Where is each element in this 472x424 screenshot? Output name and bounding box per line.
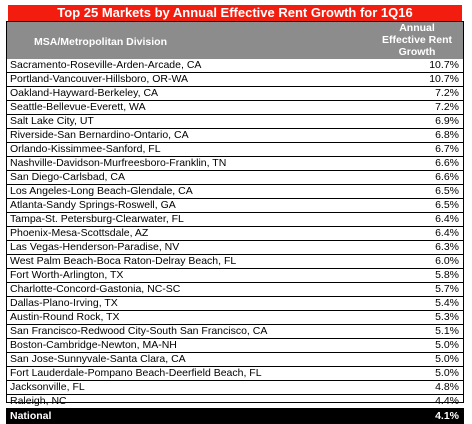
rent-growth-value: 6.3% xyxy=(435,241,459,253)
rent-growth-value: 5.0% xyxy=(435,367,459,379)
column-header-growth-line2: Effective Rent xyxy=(381,34,453,46)
table-row: San Francisco-Redwood City-South San Fra… xyxy=(6,325,464,339)
market-name: San Jose-Sunnyvale-Santa Clara, CA xyxy=(10,353,186,365)
market-name: Riverside-San Bernardino-Ontario, CA xyxy=(10,129,189,141)
market-name: Phoenix-Mesa-Scottsdale, AZ xyxy=(10,227,149,239)
rent-growth-value: 10.7% xyxy=(429,59,459,71)
market-name: Boston-Cambridge-Newton, MA-NH xyxy=(10,339,177,351)
rent-growth-value: 10.7% xyxy=(429,73,459,85)
market-name: Nashville-Davidson-Murfreesboro-Franklin… xyxy=(10,157,227,169)
market-name: Raleigh, NC xyxy=(10,395,67,407)
table-row: Salt Lake City, UT 6.9% xyxy=(6,115,464,129)
table-row: Sacramento-Roseville-Arden-Arcade, CA 10.… xyxy=(6,59,464,73)
market-name: Fort Lauderdale-Pompano Beach-Deerfield … xyxy=(10,367,262,379)
table-title: Top 25 Markets by Annual Effective Rent … xyxy=(8,5,462,21)
table-row: Atlanta-Sandy Springs-Roswell, GA 6.5% xyxy=(6,199,464,213)
table-row: Orlando-Kissimmee-Sanford, FL 6.7% xyxy=(6,143,464,157)
table-row: Nashville-Davidson-Murfreesboro-Franklin… xyxy=(6,157,464,171)
rent-growth-value: 4.8% xyxy=(435,381,459,393)
national-row: National 4.1% xyxy=(6,409,464,424)
table-row: Fort Lauderdale-Pompano Beach-Deerfield … xyxy=(6,367,464,381)
national-label: National xyxy=(10,410,52,422)
table-row: West Palm Beach-Boca Raton-Delray Beach,… xyxy=(6,255,464,269)
market-name: Fort Worth-Arlington, TX xyxy=(10,269,124,281)
table-row: Oakland-Hayward-Berkeley, CA 7.2% xyxy=(6,87,464,101)
column-header-growth: Annual Effective Rent Growth xyxy=(377,22,457,58)
market-name: Austin-Round Rock, TX xyxy=(10,311,120,323)
market-name: Salt Lake City, UT xyxy=(10,115,94,127)
table-row: Boston-Cambridge-Newton, MA-NH 5.0% xyxy=(6,339,464,353)
market-name: Charlotte-Concord-Gastonia, NC-SC xyxy=(10,283,181,295)
table-row: Austin-Round Rock, TX 5.3% xyxy=(6,311,464,325)
market-name: Portland-Vancouver-Hillsboro, OR-WA xyxy=(10,73,188,85)
table-row: Phoenix-Mesa-Scottsdale, AZ 6.4% xyxy=(6,227,464,241)
table-row: Tampa-St. Petersburg-Clearwater, FL 6.4% xyxy=(6,213,464,227)
table-row: Seattle-Bellevue-Everett, WA 7.2% xyxy=(6,101,464,115)
market-name: Tampa-St. Petersburg-Clearwater, FL xyxy=(10,213,184,225)
rent-growth-value: 6.5% xyxy=(435,199,459,211)
table-row: Jacksonville, FL 4.8% xyxy=(6,381,464,395)
rent-growth-value: 6.9% xyxy=(435,115,459,127)
market-name: Sacramento-Roseville-Arden-Arcade, CA xyxy=(10,59,202,71)
rent-growth-value: 5.0% xyxy=(435,339,459,351)
rent-growth-value: 6.4% xyxy=(435,213,459,225)
market-name: Dallas-Plano-Irving, TX xyxy=(10,297,118,309)
rent-growth-value: 6.6% xyxy=(435,171,459,183)
market-name: Las Vegas-Henderson-Paradise, NV xyxy=(10,241,180,253)
market-name: Jacksonville, FL xyxy=(10,381,85,393)
rent-growth-value: 6.4% xyxy=(435,227,459,239)
table-row: Portland-Vancouver-Hillsboro, OR-WA 10.7% xyxy=(6,73,464,87)
table-row: Fort Worth-Arlington, TX 5.8% xyxy=(6,269,464,283)
table-header: MSA/Metropolitan Division Annual Effecti… xyxy=(6,21,464,59)
table-row: Riverside-San Bernardino-Ontario, CA 6.8% xyxy=(6,129,464,143)
rent-growth-value: 5.3% xyxy=(435,311,459,323)
rent-growth-value: 5.0% xyxy=(435,353,459,365)
market-name: Atlanta-Sandy Springs-Roswell, GA xyxy=(10,199,176,211)
market-name: San Diego-Carlsbad, CA xyxy=(10,171,125,183)
rent-growth-value: 6.7% xyxy=(435,143,459,155)
rent-growth-value: 5.1% xyxy=(435,325,459,337)
table-title-bar: Top 25 Markets by Annual Effective Rent … xyxy=(6,5,464,21)
table-row: San Jose-Sunnyvale-Santa Clara, CA 5.0% xyxy=(6,353,464,367)
market-name: Oakland-Hayward-Berkeley, CA xyxy=(10,87,159,99)
column-header-growth-line3: Growth xyxy=(398,46,436,58)
rent-growth-value: 6.0% xyxy=(435,255,459,267)
table-body: Sacramento-Roseville-Arden-Arcade, CA 10.… xyxy=(6,59,464,424)
table-row: Dallas-Plano-Irving, TX 5.4% xyxy=(6,297,464,311)
market-name: Orlando-Kissimmee-Sanford, FL xyxy=(10,143,161,155)
market-name: West Palm Beach-Boca Raton-Delray Beach,… xyxy=(10,255,237,267)
rent-growth-value: 4.4% xyxy=(435,395,459,407)
rent-growth-table: Top 25 Markets by Annual Effective Rent … xyxy=(6,5,464,424)
column-header-msa: MSA/Metropolitan Division xyxy=(34,36,168,48)
table-row: Raleigh, NC 4.4% xyxy=(6,395,464,409)
rent-growth-value: 6.5% xyxy=(435,185,459,197)
market-name: San Francisco-Redwood City-South San Fra… xyxy=(10,325,268,337)
rent-growth-value: 7.2% xyxy=(435,87,459,99)
table-row: Charlotte-Concord-Gastonia, NC-SC 5.7% xyxy=(6,283,464,297)
rent-growth-value: 5.7% xyxy=(435,283,459,295)
rent-growth-value: 5.4% xyxy=(435,297,459,309)
market-name: Los Angeles-Long Beach-Glendale, CA xyxy=(10,185,193,197)
table-row: Los Angeles-Long Beach-Glendale, CA 6.5% xyxy=(6,185,464,199)
market-name: Seattle-Bellevue-Everett, WA xyxy=(10,101,146,113)
rent-growth-value: 5.8% xyxy=(435,269,459,281)
table-row: Las Vegas-Henderson-Paradise, NV 6.3% xyxy=(6,241,464,255)
national-value: 4.1% xyxy=(435,410,459,422)
rent-growth-value: 6.6% xyxy=(435,157,459,169)
column-header-growth-line1: Annual xyxy=(399,22,435,34)
rent-growth-value: 6.8% xyxy=(435,129,459,141)
table-row: San Diego-Carlsbad, CA 6.6% xyxy=(6,171,464,185)
rent-growth-value: 7.2% xyxy=(435,101,459,113)
